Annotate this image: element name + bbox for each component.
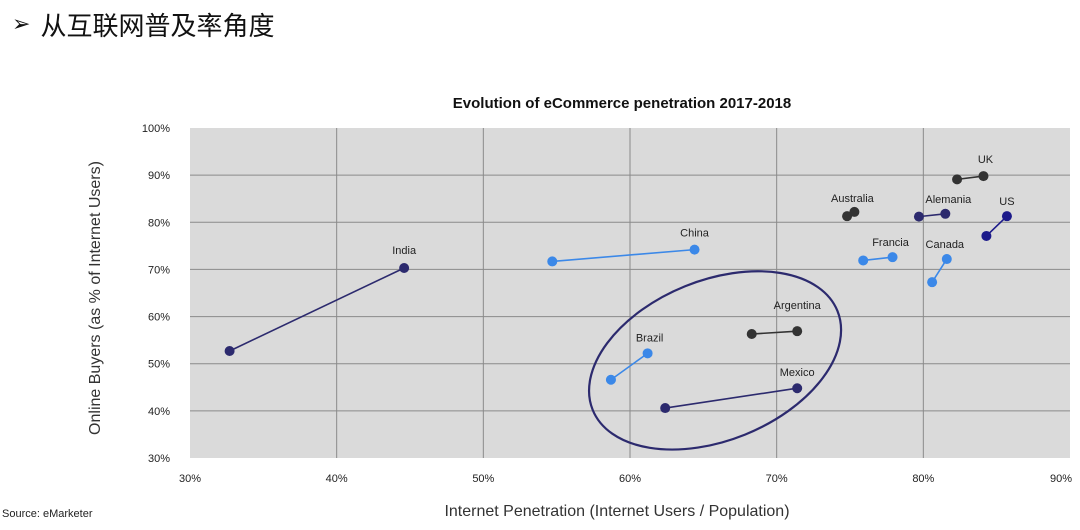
data-point bbox=[952, 174, 963, 185]
arrow-bullet-icon: ➢ bbox=[12, 11, 31, 37]
y-axis-label: Online Buyers (as % of Internet Users) bbox=[87, 161, 104, 435]
data-point bbox=[605, 374, 616, 385]
y-axis-ticks: 30% 40% 50% 60% 70% 80% 90% 100% bbox=[142, 123, 170, 465]
data-point bbox=[981, 230, 992, 241]
source-note: Source: eMarketer bbox=[2, 508, 93, 520]
point-label: Francia bbox=[872, 237, 910, 249]
y-tick-label: 50% bbox=[148, 359, 170, 371]
section-heading-text: 从互联网普及率角度 bbox=[40, 11, 275, 42]
y-tick-label: 40% bbox=[148, 406, 170, 418]
data-point bbox=[913, 211, 924, 222]
data-point bbox=[940, 208, 951, 219]
series-china: China bbox=[547, 228, 710, 267]
x-tick-label: 30% bbox=[179, 473, 201, 485]
series-australia: Australia bbox=[831, 193, 875, 222]
data-point bbox=[842, 211, 853, 222]
point-label: Mexico bbox=[780, 367, 815, 379]
series-mexico: Mexico bbox=[660, 367, 815, 414]
x-tick-label: 80% bbox=[912, 473, 934, 485]
chart-title: Evolution of eCommerce penetration 2017-… bbox=[453, 95, 791, 112]
x-tick-label: 90% bbox=[1050, 473, 1072, 485]
y-tick-label: 80% bbox=[148, 217, 170, 229]
data-point bbox=[547, 256, 558, 267]
data-point bbox=[660, 403, 671, 414]
data-point bbox=[1001, 211, 1012, 222]
data-point bbox=[941, 254, 952, 265]
point-label: Australia bbox=[831, 193, 875, 205]
series-line bbox=[665, 387, 798, 409]
y-tick-label: 60% bbox=[148, 312, 170, 324]
x-axis-ticks: 30% 40% 50% 60% 70% 80% 90% bbox=[179, 473, 1072, 485]
point-label: China bbox=[680, 228, 710, 240]
point-label: India bbox=[392, 245, 417, 257]
series-brazil: Brazil bbox=[605, 332, 664, 385]
data-point bbox=[689, 244, 700, 255]
series-canada: Canada bbox=[926, 239, 965, 288]
annotations bbox=[587, 270, 843, 451]
point-label: Canada bbox=[926, 239, 965, 251]
data-point bbox=[978, 171, 989, 182]
x-tick-label: 70% bbox=[766, 473, 788, 485]
data-point bbox=[887, 252, 898, 263]
x-tick-label: 50% bbox=[472, 473, 494, 485]
series-line bbox=[610, 352, 649, 381]
data-point bbox=[399, 263, 410, 274]
data-point bbox=[849, 206, 860, 217]
point-label: Brazil bbox=[636, 332, 664, 344]
series-line bbox=[751, 330, 798, 335]
data-point bbox=[792, 383, 803, 394]
series-line bbox=[552, 248, 695, 263]
series-uk: UK bbox=[952, 154, 994, 185]
point-label: US bbox=[999, 196, 1014, 208]
point-label: Alemania bbox=[925, 194, 972, 206]
gridlines bbox=[190, 128, 1070, 458]
y-tick-label: 90% bbox=[148, 170, 170, 182]
series-us: US bbox=[981, 196, 1015, 241]
x-tick-label: 40% bbox=[326, 473, 348, 485]
data-series: India China Brazil Mexico Argentina Australia… bbox=[224, 154, 1015, 414]
y-tick-label: 70% bbox=[148, 264, 170, 276]
series-argentina: Argentina bbox=[746, 300, 822, 340]
point-label: Argentina bbox=[774, 300, 822, 312]
y-tick-label: 100% bbox=[142, 123, 170, 135]
series-line bbox=[229, 267, 405, 352]
data-point bbox=[642, 348, 653, 359]
data-point bbox=[792, 326, 803, 337]
section-heading: ➢ 从互联网普及率角度 bbox=[12, 4, 274, 44]
series-francia: Francia bbox=[858, 237, 910, 266]
highlight-ellipse bbox=[587, 270, 843, 451]
data-point bbox=[858, 255, 869, 266]
series-alemania: Alemania bbox=[913, 194, 972, 222]
data-point bbox=[927, 277, 938, 288]
x-axis-label: Internet Penetration (Internet Users / P… bbox=[444, 503, 789, 520]
series-india: India bbox=[224, 245, 417, 356]
y-tick-label: 30% bbox=[148, 453, 170, 465]
x-tick-label: 60% bbox=[619, 473, 641, 485]
data-point bbox=[746, 329, 757, 340]
data-point bbox=[224, 345, 235, 356]
point-label: UK bbox=[978, 154, 994, 166]
